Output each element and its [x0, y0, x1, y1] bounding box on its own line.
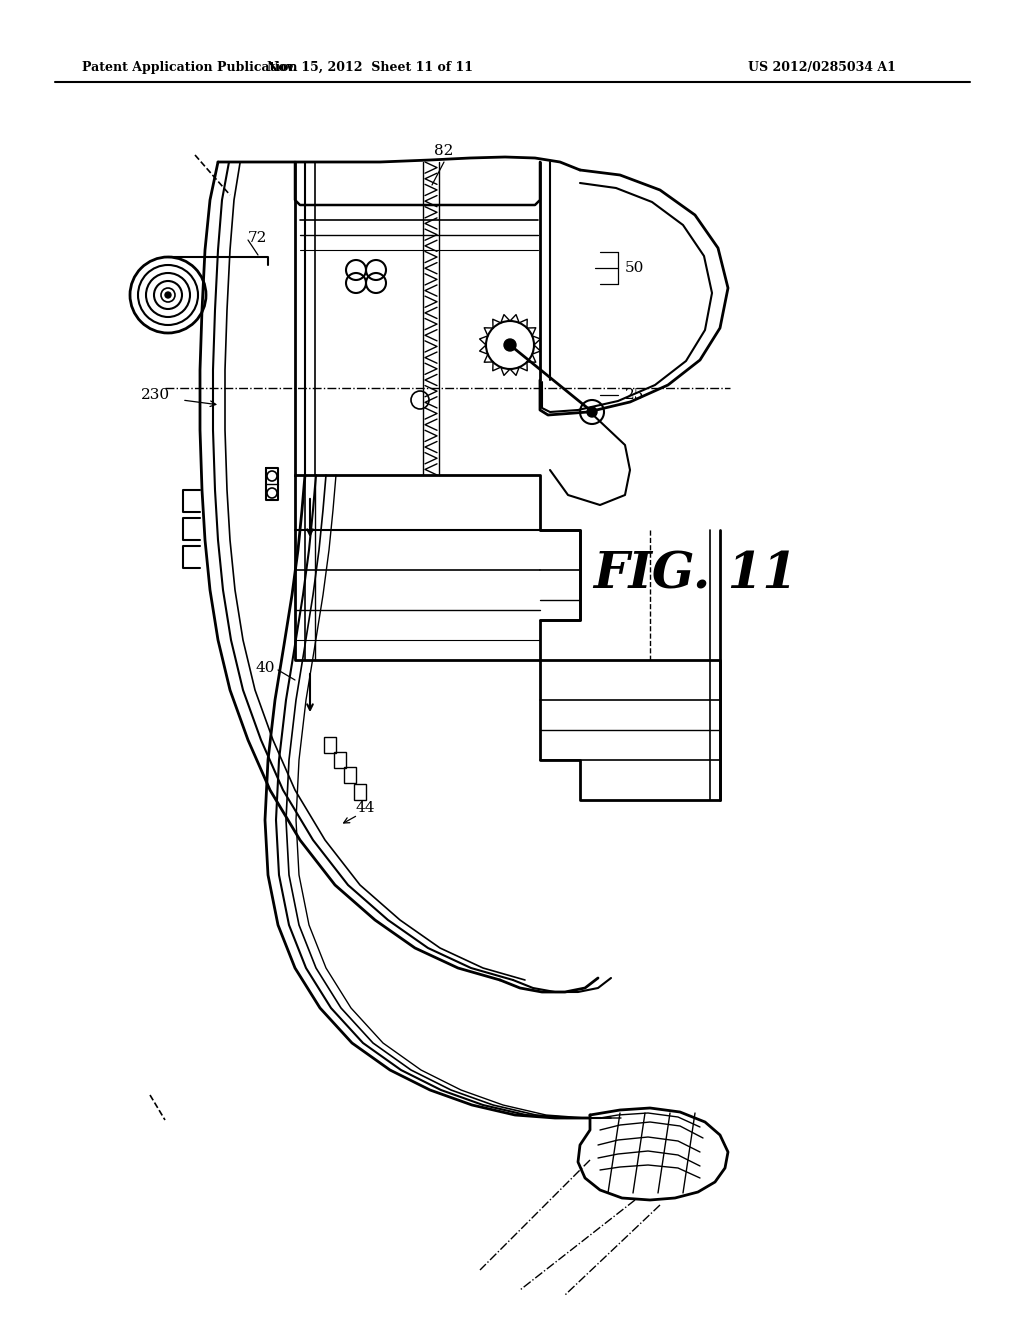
- Text: 44: 44: [355, 801, 375, 814]
- Text: FIG. 11: FIG. 11: [593, 550, 797, 599]
- Text: 230: 230: [141, 388, 170, 403]
- Text: US 2012/0285034 A1: US 2012/0285034 A1: [748, 61, 896, 74]
- Text: Nov. 15, 2012  Sheet 11 of 11: Nov. 15, 2012 Sheet 11 of 11: [267, 61, 473, 74]
- Text: 50: 50: [625, 261, 644, 275]
- Text: 72: 72: [248, 231, 267, 246]
- Circle shape: [165, 292, 171, 298]
- Text: 82: 82: [434, 144, 454, 158]
- Text: 40: 40: [256, 661, 275, 675]
- Text: 25: 25: [625, 388, 644, 403]
- Circle shape: [587, 407, 597, 417]
- Text: Patent Application Publication: Patent Application Publication: [82, 61, 298, 74]
- Circle shape: [504, 339, 516, 351]
